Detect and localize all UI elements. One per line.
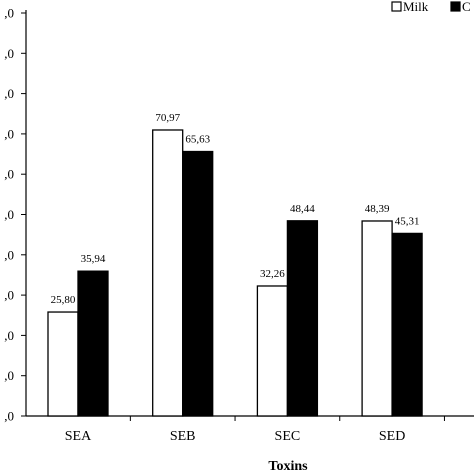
legend-label-milk: Milk xyxy=(403,0,429,14)
y-tick-label: ,0 xyxy=(4,86,14,101)
data-label: 25,80 xyxy=(51,294,76,306)
y-tick-label: ,0 xyxy=(4,328,14,343)
data-label: 48,44 xyxy=(290,203,315,215)
x-axis-title: Toxins xyxy=(268,459,308,474)
y-tick-label: ,0 xyxy=(4,247,14,262)
data-label: 48,39 xyxy=(365,203,390,215)
y-tick-label: ,0 xyxy=(4,368,14,383)
y-axis-ticks: ,0 ,0 ,0 ,0 ,0 ,0 ,0 ,0 ,0 ,0 ,0 xyxy=(4,6,26,424)
y-tick-label: ,0 xyxy=(4,6,14,21)
bar-milk-sec xyxy=(256,285,289,417)
data-label: 45,31 xyxy=(395,215,420,227)
bar-c-sed xyxy=(391,232,423,417)
legend-swatch-c xyxy=(450,1,461,12)
data-label: 32,26 xyxy=(260,268,285,280)
legend-swatch-milk xyxy=(391,1,402,12)
bar-milk-sed xyxy=(361,220,393,417)
y-tick-label: ,0 xyxy=(4,409,14,424)
bar-c-sea xyxy=(77,270,109,417)
bars-group xyxy=(47,129,423,417)
y-tick-label: ,0 xyxy=(4,46,14,61)
data-labels-group: 25,80 35,94 70,97 65,63 32,26 48,44 48,39 45,31… xyxy=(51,112,420,306)
y-tick-label: ,0 xyxy=(4,126,14,141)
data-label: 35,94 xyxy=(81,253,106,265)
x-tick-label: SEC xyxy=(275,429,301,444)
y-tick-label: ,0 xyxy=(4,167,14,182)
x-tick-label: SED xyxy=(379,429,405,444)
y-tick-label: ,0 xyxy=(4,207,14,222)
bar-c-seb xyxy=(182,150,214,417)
x-tick-label: SEA xyxy=(65,429,92,444)
y-tick-label: ,0 xyxy=(4,288,14,303)
bar-milk-sea xyxy=(47,311,79,417)
data-label: 70,97 xyxy=(155,112,180,124)
bar-milk-seb xyxy=(152,129,184,417)
x-tick-label: SEB xyxy=(170,429,196,444)
legend: Milk C xyxy=(391,0,471,14)
x-axis-tick-labels: SEASEBSECSEDT xyxy=(65,416,445,444)
data-label: 65,63 xyxy=(185,134,210,146)
bar-c-sec xyxy=(286,220,319,417)
legend-label-c: C xyxy=(462,0,471,14)
